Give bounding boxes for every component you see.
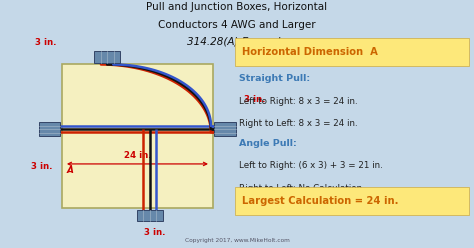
Bar: [62, 64, 213, 208]
Text: Right to Left: 8 x 3 = 24 in.: Right to Left: 8 x 3 = 24 in.: [239, 119, 358, 128]
Text: Largest Calculation = 24 in.: Largest Calculation = 24 in.: [242, 196, 398, 206]
Bar: [214, 123, 236, 136]
Text: 24 in.: 24 in.: [124, 151, 151, 160]
Bar: [39, 123, 61, 136]
Text: Pull and Junction Boxes, Horizontal: Pull and Junction Boxes, Horizontal: [146, 2, 328, 12]
Text: 314.28(A) Example: 314.28(A) Example: [187, 37, 287, 47]
FancyBboxPatch shape: [235, 187, 469, 215]
Bar: [137, 210, 163, 221]
Text: Angle Pull:: Angle Pull:: [239, 139, 297, 148]
Text: Left to Right: 8 x 3 = 24 in.: Left to Right: 8 x 3 = 24 in.: [239, 97, 358, 106]
Text: Left to Right: (6 x 3) + 3 = 21 in.: Left to Right: (6 x 3) + 3 = 21 in.: [239, 161, 383, 170]
Text: 3 in.: 3 in.: [244, 95, 265, 104]
Text: Copyright 2017, www.MikeHolt.com: Copyright 2017, www.MikeHolt.com: [184, 238, 290, 243]
Text: 3 in.: 3 in.: [31, 162, 52, 171]
Text: Straight Pull:: Straight Pull:: [239, 74, 310, 83]
Text: Horizontal Dimension  A: Horizontal Dimension A: [242, 47, 378, 57]
FancyBboxPatch shape: [235, 38, 469, 66]
Bar: [94, 51, 120, 62]
Text: A: A: [66, 166, 73, 175]
Text: 3 in.: 3 in.: [144, 228, 165, 237]
Text: Conductors 4 AWG and Larger: Conductors 4 AWG and Larger: [158, 20, 316, 30]
Text: Right to Left: No Calculation: Right to Left: No Calculation: [239, 184, 363, 192]
Text: 3 in.: 3 in.: [36, 38, 57, 47]
